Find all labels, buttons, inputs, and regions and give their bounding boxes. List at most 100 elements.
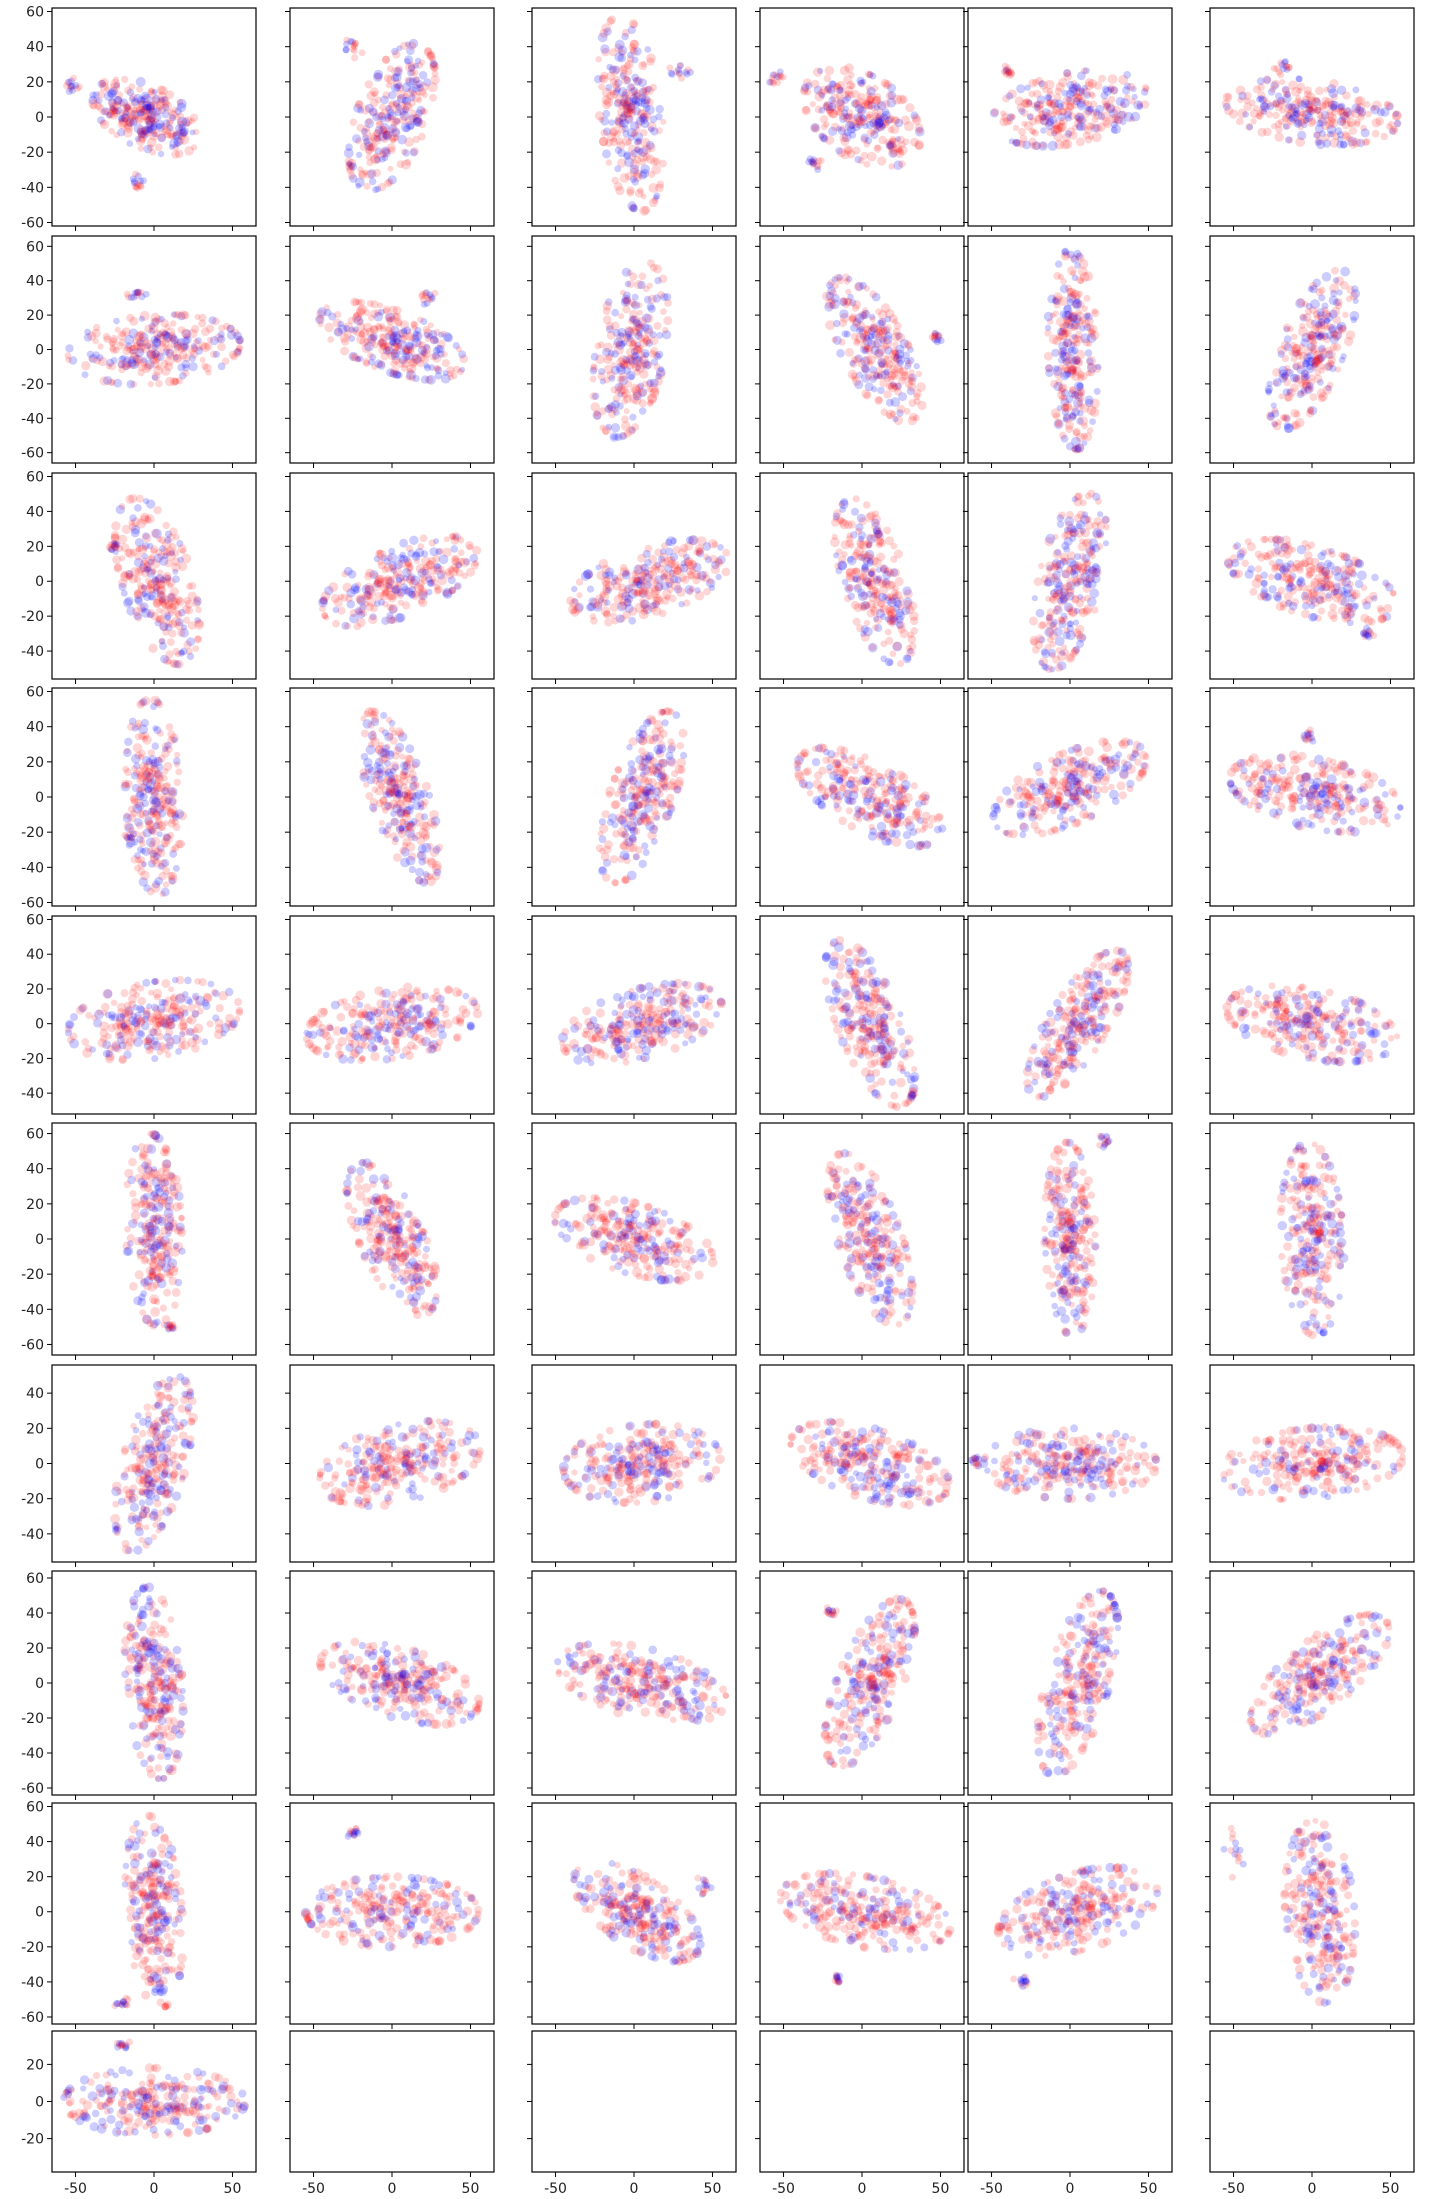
data-point-blue <box>895 608 904 618</box>
data-point-red <box>397 84 405 92</box>
data-point-red <box>375 549 384 559</box>
data-point-blue <box>1053 585 1063 595</box>
data-point-blue <box>841 578 849 586</box>
data-point-blue <box>1330 100 1340 111</box>
data-point-red <box>132 113 140 121</box>
data-point-red <box>99 77 109 88</box>
data-point-blue <box>1136 103 1144 110</box>
data-point-red <box>1315 136 1324 145</box>
data-point-red <box>1351 108 1361 119</box>
data-point-red <box>1034 640 1044 650</box>
data-point-blue <box>1282 388 1291 397</box>
data-point-red <box>359 328 370 338</box>
data-point-red <box>624 380 633 388</box>
data-point-red <box>395 89 406 100</box>
data-point-red <box>378 103 386 111</box>
data-point-blue <box>895 344 905 355</box>
data-point-red <box>387 165 394 172</box>
data-point-red <box>153 506 162 515</box>
data-point-red <box>1089 330 1100 341</box>
data-point-blue <box>1302 360 1310 368</box>
y-tick-label: 40 <box>26 274 44 290</box>
data-point-blue <box>150 120 158 128</box>
data-point-blue <box>887 91 897 100</box>
data-point-blue <box>640 164 650 174</box>
data-point-red <box>99 376 109 386</box>
data-point-red <box>1315 563 1325 573</box>
data-point-red <box>636 332 643 338</box>
data-point-red <box>1281 86 1291 96</box>
data-point-blue <box>875 113 883 121</box>
data-point-red <box>1089 92 1096 99</box>
data-point-red <box>1081 539 1090 547</box>
data-point-red <box>856 540 866 550</box>
data-point-red <box>626 104 636 115</box>
data-point-blue <box>179 647 188 656</box>
data-point-red <box>1066 287 1074 296</box>
data-point-blue <box>1061 247 1070 256</box>
data-point-blue <box>885 398 894 407</box>
data-point-red <box>319 597 328 605</box>
data-point-red <box>833 509 842 518</box>
data-point-red <box>888 350 898 359</box>
data-point-red <box>124 86 132 95</box>
data-point-red <box>1354 118 1361 126</box>
data-point-red <box>384 326 393 336</box>
data-point-red <box>1234 569 1243 579</box>
data-point-red <box>1064 420 1074 430</box>
data-point-red <box>1050 563 1059 572</box>
data-point-blue <box>324 586 334 596</box>
data-point-blue <box>374 600 381 607</box>
y-tick-label: 0 <box>35 574 44 590</box>
data-point-red <box>172 130 179 137</box>
data-point-red <box>111 107 119 115</box>
data-point-red <box>863 326 873 335</box>
data-point-red <box>1088 134 1095 141</box>
data-point-red <box>1026 113 1035 121</box>
data-point-red <box>594 111 605 121</box>
data-point-red <box>1058 296 1068 307</box>
data-point-red <box>389 580 399 590</box>
data-point-red <box>1076 510 1086 520</box>
data-point-red <box>1307 333 1314 340</box>
data-point-red <box>317 321 324 328</box>
data-point-red <box>637 588 647 598</box>
data-point-red <box>634 279 644 290</box>
data-point-red <box>1014 96 1025 106</box>
data-point-blue <box>367 334 377 344</box>
data-point-blue <box>1140 88 1149 96</box>
data-point-red <box>1055 332 1064 341</box>
data-point-red <box>118 338 127 347</box>
data-point-red <box>436 547 444 555</box>
data-point-red <box>444 568 452 576</box>
data-point-red <box>1118 74 1129 85</box>
data-point-red <box>380 125 388 134</box>
data-point-blue <box>825 291 835 301</box>
data-point-blue <box>1274 572 1282 581</box>
data-point-blue <box>427 579 436 587</box>
data-point-red <box>907 634 917 644</box>
data-point-red <box>1386 123 1393 130</box>
data-point-red <box>869 605 877 613</box>
data-point-red <box>641 86 651 96</box>
data-point-red <box>391 117 401 127</box>
data-point-red <box>873 121 883 131</box>
data-point-red <box>1329 118 1339 128</box>
data-point-red <box>201 327 210 336</box>
data-point-red <box>905 103 915 113</box>
data-point-red <box>1061 648 1069 657</box>
data-point-red <box>566 596 575 605</box>
data-point-blue <box>873 339 883 348</box>
data-point-red <box>1065 588 1074 598</box>
data-point-red <box>888 596 897 605</box>
data-point-red <box>1076 300 1085 309</box>
data-point-blue <box>610 365 620 375</box>
data-point-red <box>647 294 657 304</box>
data-point-red <box>844 90 853 98</box>
data-point-red <box>204 342 213 351</box>
data-point-red <box>1083 604 1093 614</box>
data-point-red <box>679 544 689 553</box>
data-point-red <box>628 83 636 91</box>
data-point-red <box>1046 636 1054 644</box>
data-point-blue <box>402 353 411 361</box>
